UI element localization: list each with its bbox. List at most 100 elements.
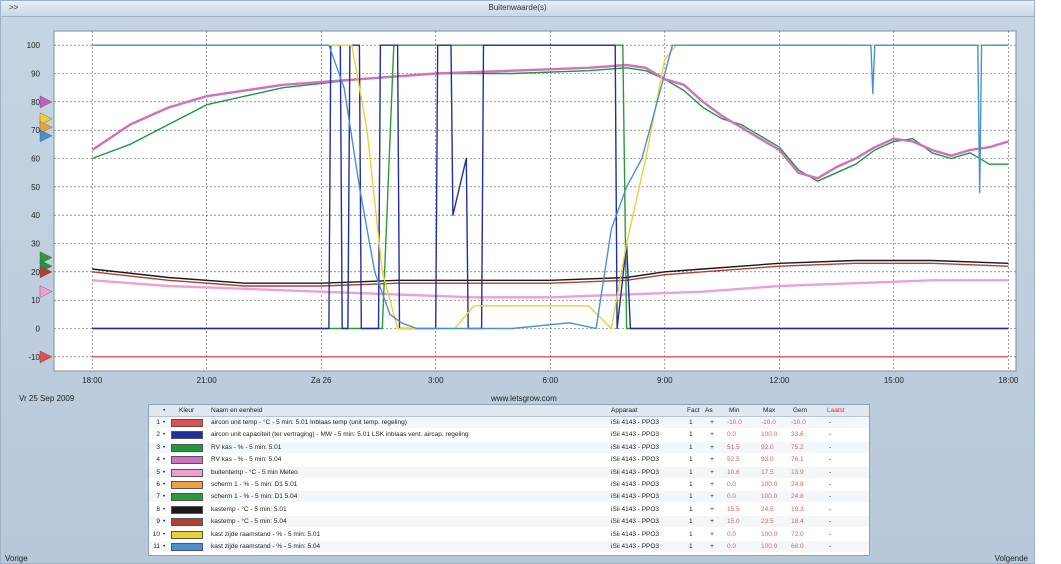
legend-row[interactable]: 11 • kast zijde raamstand - % - 5 min: 5.0… [149,541,869,552]
legend-axis: + [710,431,714,439]
legend-series-name: aircon unit temp - °C - 5 min: 5.01 Inbl… [211,419,407,426]
legend-row[interactable]: 8 • kastemp - °C - 5 min: 5.01 iSii 4143 - … [149,504,869,515]
next-button[interactable]: Volgende [994,554,1028,563]
legend-color-swatch[interactable] [171,481,203,489]
legend-last: - [829,443,832,451]
legend-color-swatch[interactable] [171,431,203,440]
legend-avg: 24.8 [791,493,804,501]
legend-avg: 24.8 [791,481,804,488]
legend-color-swatch[interactable] [171,493,203,502]
legend-factor: 1 [689,481,693,488]
header-device: Apparaat [611,407,638,414]
header-axis: As [705,407,713,414]
y-tick-label: 10 [31,296,40,305]
x-tick-label: 18:00 [998,376,1019,385]
legend-index: 7 [156,493,160,501]
legend-avg: 72.0 [791,530,804,538]
legend-avg: 33.6 [791,431,804,439]
legend-series-name: kast zijde raamstand - % - 5 min: 5.01 [211,530,321,538]
legend-min: 0.0 [727,543,737,550]
legend-avg: 75.2 [791,443,804,451]
y-tick-label: 70 [31,126,40,135]
axis-marker [39,129,53,143]
plot-area [53,30,1017,372]
header-dot: • [163,407,166,414]
legend-row[interactable]: 10 • kast zijde raamstand - % - 5 min: 5.0… [149,529,869,540]
legend-last: - [829,481,832,488]
legend-last: - [829,431,832,439]
legend-device: iSii 4143 - PPO3 [611,456,660,464]
source-label[interactable]: www.letsgrow.com [491,394,557,403]
legend-row[interactable]: 5 • buitentemp - °C - 5 min Meteo iSii 4143… [149,466,869,478]
legend-color-swatch[interactable] [171,518,203,527]
header-color: Kleur [179,407,195,414]
legend-avg: 19.3 [791,505,804,513]
legend-color-swatch[interactable] [171,530,203,539]
legend-index: 5 [156,468,160,476]
legend-min: 52.5 [727,456,740,464]
legend-axis: + [710,456,714,464]
legend-max: 93.0 [761,456,774,464]
series-line-3 [91,63,1009,180]
line-chart: -10 0 10 20 30 40 50 60 70 80 90 100 18:00 21:00 Za 26… [27,30,1019,385]
legend-row[interactable]: 9 • kastemp - °C - 5 min: 5.04 iSii 4143 - … [149,516,869,528]
axis-marker [39,285,53,298]
legend-visible-dot: • [163,468,166,476]
legend-index: 10 [152,530,160,538]
series-line-4 [92,279,1009,299]
date-label: Vr 25 Sep 2009 [19,394,75,403]
x-tick-label: 12:00 [769,376,790,385]
legend-min: -10.0 [727,419,742,426]
y-tick-label: 60 [31,155,40,164]
legend-row[interactable]: 6 • scherm 1 - % - 5 min: D1 5.01 iSii 4143… [149,479,869,490]
legend-visible-dot: • [163,530,166,538]
legend-color-swatch[interactable] [171,419,203,427]
legend-index: 9 [156,518,160,526]
legend-color-swatch[interactable] [171,456,203,465]
y-tick-label: 80 [31,98,40,107]
x-tick-label: 9:00 [657,376,673,385]
legend-axis: + [710,443,714,451]
legend-factor: 1 [689,493,693,501]
y-tick-label: 0 [36,325,41,334]
legend-color-swatch[interactable] [171,443,203,452]
axis-marker [39,121,53,134]
legend-color-swatch[interactable] [171,543,203,551]
legend-series-name: buitentemp - °C - 5 min Meteo [211,468,298,476]
legend-device: iSii 4143 - PPO3 [611,518,660,526]
previous-button[interactable]: Vorige [5,554,28,563]
collapse-button[interactable]: >> [9,3,19,12]
x-tick-label: 18:00 [82,376,103,385]
legend-axis: + [710,493,714,501]
chart-window: >> Buitenwaarde(s) -10 0 10 20 30 40 50 60 70 80 9… [0,0,1035,564]
legend-row[interactable]: 1 • aircon unit temp - °C - 5 min: 5.01 In… [149,417,869,428]
legend-index: 6 [156,481,160,488]
legend-index: 1 [156,419,160,426]
legend-visible-dot: • [163,419,166,426]
axis-marker [39,251,53,264]
legend-device: iSii 4143 - PPO3 [611,481,660,488]
legend-device: iSii 4143 - PPO3 [611,443,660,451]
legend-row[interactable]: 7 • scherm 1 - % - 5 min: D1 5.04 iSii 4143… [149,491,869,503]
y-tick-label: 100 [27,41,41,50]
legend-row[interactable]: 2 • aircon unit capaciteit (ter vertraging… [149,429,869,440]
x-tick-label: Za 26 [311,376,332,385]
legend-factor: 1 [689,505,693,513]
legend-row[interactable]: 4 • RV kas - % - 5 min: 5.04 iSii 4143 - PP… [149,454,869,465]
header-last: Laatst [827,407,845,414]
legend-visible-dot: • [163,443,166,451]
y-tick-label: 20 [31,268,40,277]
legend-table: • Kleur Naam en eenheid Apparaat Fact As… [148,404,870,556]
legend-row[interactable]: 3 • RV kas - % - 5 min: 5.01 iSii 4143 - PP… [149,441,869,453]
legend-color-swatch[interactable] [171,468,203,477]
legend-visible-dot: • [163,493,166,501]
legend-min: 0.0 [727,431,737,439]
legend-color-swatch[interactable] [171,505,203,514]
series-line-10 [92,44,1009,330]
legend-avg: -10.0 [791,419,806,426]
legend-min: 15.0 [727,518,740,526]
legend-series-name: scherm 1 - % - 5 min: D1 5.04 [211,493,298,501]
legend-factor: 1 [689,468,693,476]
legend-factor: 1 [689,530,693,538]
legend-max: 100.0 [761,481,778,488]
